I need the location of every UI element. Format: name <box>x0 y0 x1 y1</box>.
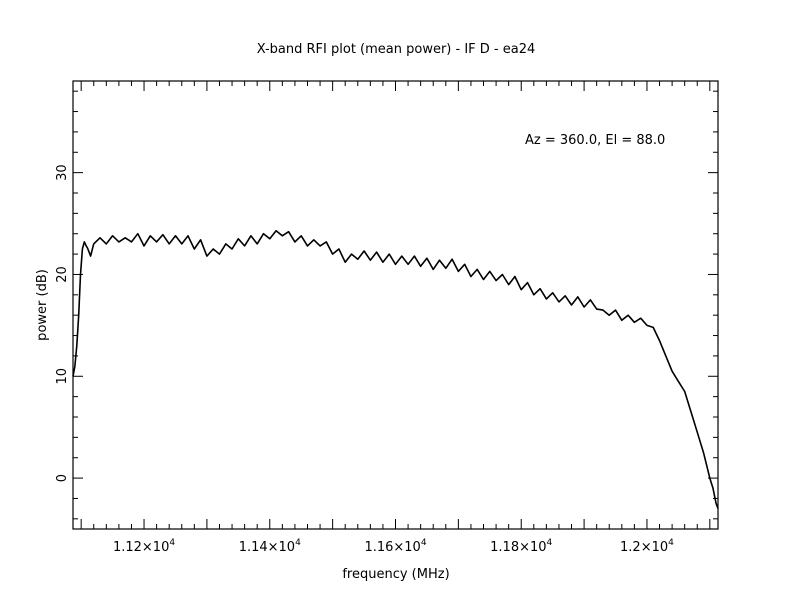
plot-frame <box>72 80 719 530</box>
y-tick-label: 10 <box>55 368 70 385</box>
x-tick-label: 1.18×104 <box>490 538 552 555</box>
y-tick-label: 20 <box>55 266 70 283</box>
y-tick-label: 30 <box>55 164 70 181</box>
chart-title: X-band RFI plot (mean power) - IF D - ea… <box>257 42 536 57</box>
y-axis-label: power (dB) <box>35 269 50 341</box>
x-tick-label: 1.2×104 <box>620 538 674 555</box>
x-axis-label: frequency (MHz) <box>342 567 449 582</box>
x-tick-label: 1.16×104 <box>364 538 426 555</box>
x-tick-labels: 1.12×104 1.14×104 1.16×104 1.18×104 1.2×104 <box>113 538 674 555</box>
az-el-annotation: Az = 360.0, El = 88.0 <box>525 133 665 148</box>
x-tick-label: 1.12×104 <box>113 538 175 555</box>
x-axis-ticks <box>80 81 711 529</box>
y-axis-ticks <box>73 90 718 520</box>
x-tick-label: 1.14×104 <box>239 538 301 555</box>
power-spectrum-line <box>72 229 719 509</box>
y-tick-labels: 0 10 20 30 <box>55 164 70 482</box>
y-tick-label: 0 <box>55 474 70 482</box>
